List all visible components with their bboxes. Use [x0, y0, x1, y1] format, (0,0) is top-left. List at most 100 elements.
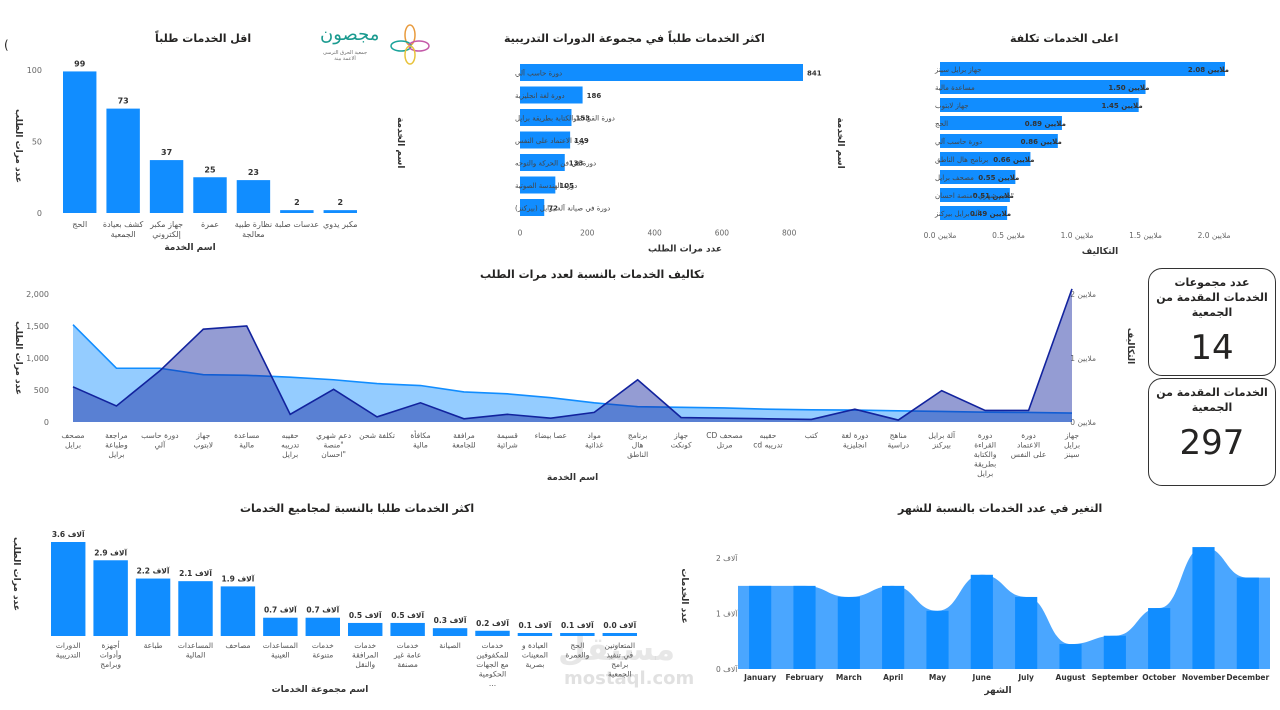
y-axis-title: عدد مرات الطلب: [13, 321, 23, 395]
bar: [882, 585, 905, 669]
monthly-chart: التغير في عدد الخدمات بالنسبة للشهر آلاف…: [660, 496, 1275, 708]
data-label: ملايين 0.66: [993, 156, 1034, 164]
y-tick-label: جهاز برايل سينز: [934, 66, 981, 74]
x-tick-label: برنامج هال الناطق: [627, 431, 648, 459]
trend-area: [738, 547, 1270, 669]
services-count-value: 297: [1179, 423, 1245, 463]
x-tick-label: دورة الاعتماد على النفس: [1011, 431, 1047, 459]
y-tick-label: 0: [37, 209, 42, 218]
x-tick-label: الحج والعمرة: [565, 641, 589, 660]
back-arrow-icon[interactable]: (: [4, 38, 9, 52]
x-tick-label: دورة لغة انجليزية: [841, 431, 868, 450]
y-tick-label: دورة الاعتماد على النفس: [515, 137, 588, 145]
x-tick-label: مواد غذائية: [585, 431, 603, 450]
cost-vs-requests-title: تكاليف الخدمات بالنسبة لعدد مرات الطلب: [480, 268, 705, 281]
x-tick-label: أجهزة وأدوات وبرامج: [100, 640, 122, 669]
y-tick-label: جهاز لابتوب: [935, 102, 969, 110]
bar: [940, 206, 1008, 220]
y2-tick-label: ملايين 1: [1070, 354, 1096, 363]
data-label: 25: [204, 165, 216, 174]
bar: [149, 160, 184, 213]
data-label: ملايين 0.55: [978, 174, 1019, 182]
x-tick-label: مناهج دراسية: [887, 431, 909, 450]
bar: [348, 622, 383, 636]
x-tick-label: كتب: [805, 431, 819, 440]
cost-vs-requests-svg: 0 500 1,000 1,500 2,000 ملايين 0 ملايين 1 ملايي…: [13, 288, 1135, 483]
bar: [970, 574, 993, 669]
data-label: 37: [161, 148, 172, 157]
data-label: آلاف 3.6: [52, 529, 85, 539]
least-requested-chart: اقل الخدمات طلباً 0 50 100 99 الحج 73 كشف بعيا…: [0, 28, 370, 258]
y-tick-label: 0: [44, 418, 49, 427]
service-groups-title: اكثر الخدمات طلبا بالنسبة لمجاميع الخدما…: [240, 502, 475, 515]
x-tick-label: مصحف CD مرتل: [706, 431, 743, 450]
data-label: 149: [574, 137, 589, 145]
x-tick-label: January: [743, 673, 776, 682]
brand-logo: مجصون جمعية الحرق الترسى ألاعمة بينة: [320, 24, 432, 68]
data-label: 23: [248, 168, 259, 177]
x-tick-label: October: [1142, 673, 1176, 682]
bar: [1236, 577, 1259, 669]
cost-series-line: [72, 288, 1073, 421]
data-label: ملايين 2.08: [1188, 66, 1229, 74]
x-tick-label: November: [1182, 673, 1226, 682]
logo-name: مجصون: [320, 24, 380, 45]
x-axis-title: عدد مرات الطلب: [648, 245, 722, 255]
y2-tick-label: ملايين 0: [1070, 418, 1096, 427]
bar: [1059, 644, 1082, 669]
x-tick-label: February: [786, 673, 824, 682]
y-tick-label: 1,000: [26, 354, 49, 363]
x-tick-label: كشف بعيادة الجمعية: [103, 220, 144, 239]
bar: [475, 630, 510, 636]
data-label: ملايين 0.49: [970, 210, 1011, 218]
x-tick-label: خدمات المرافقة والنقل: [352, 641, 378, 669]
data-label: آلاف 0.3: [434, 615, 467, 625]
x-tick-label: طباعة: [144, 641, 163, 650]
bar: [520, 64, 803, 81]
y2-tick-label: ملايين 2: [1070, 290, 1096, 299]
groups-count-value: 14: [1190, 328, 1234, 368]
bar: [940, 188, 1010, 202]
x-tick-label: نظارة طبية معالجة: [235, 220, 272, 239]
data-label: آلاف 0.5: [349, 610, 382, 620]
requests-series-line: [72, 324, 1073, 414]
service-groups-svg: آلاف 3.6 الدورات التدريبية آلاف 2.9 أجهزة وأد…: [11, 529, 637, 695]
cost-vs-requests-chart: تكاليف الخدمات بالنسبة لعدد مرات الطلب 0…: [0, 262, 1140, 487]
y-tick-label: 50: [32, 138, 42, 147]
x-tick-label: آلة برايل بيركنز: [928, 430, 956, 450]
x-tick-label: قسيمة شرائية: [497, 431, 518, 450]
data-label: 841: [807, 70, 822, 78]
y-tick-label: مساعدة مالية: [935, 84, 975, 92]
x-axis-title: اسم مجموعة الخدمات: [272, 685, 369, 695]
x-tick-label: المتعاونين في تنفيذ برامج الجمعية: [605, 641, 636, 679]
x-tick-label: جهاز مكبر إلكتروني: [149, 220, 183, 240]
x-tick-label: ملايين 0.5: [992, 231, 1025, 240]
requests-series-area: [73, 324, 1072, 422]
courses-chart: اكثر الخدمات طلباً في مجموعة الدورات الت…: [390, 28, 830, 258]
courses-svg: دورة حاسب آلي 841 دورة لغة انجليزية 186 دورة…: [395, 64, 822, 255]
y-tick-label: مصحف برايل: [935, 174, 974, 182]
bar: [1192, 547, 1215, 669]
groups-count-card: عدد مجموعات الخدمات المقدمة من الجمعية 1…: [1148, 268, 1276, 376]
data-label: آلاف 0.5: [391, 610, 424, 620]
y-tick-label: آلاف 2: [716, 553, 738, 563]
x-tick-label: عدسات صلبة: [275, 220, 319, 229]
y-tick-label: آلة برايل بيركنز: [934, 209, 981, 218]
bar: [837, 596, 860, 669]
bar: [602, 633, 637, 636]
monthly-svg: آلاف 0 آلاف 1 آلاف 2 January February March Ap…: [679, 547, 1270, 696]
data-label: آلاف 1.9: [222, 573, 255, 583]
x-tick-label: العيادة و المعينات بصرية: [521, 641, 548, 669]
x-tick-label: جهاز برايل سينز: [1064, 431, 1081, 459]
x-tick-label: May: [929, 673, 946, 682]
data-label: 105: [559, 182, 574, 190]
data-label: ملايين 0.86: [1021, 138, 1062, 146]
data-label: آلاف 2.1: [179, 568, 212, 578]
bar: [940, 134, 1058, 148]
data-label: آلاف 0.1: [519, 620, 552, 630]
x-tick-label: 600: [715, 229, 730, 238]
y-tick-label: دورة القراءة والكتابة بطريقة برايل: [515, 115, 615, 123]
bar: [193, 177, 227, 213]
data-label: ملايين 0.51: [973, 192, 1014, 200]
y-axis-title: اسم الخدمة: [835, 117, 845, 168]
